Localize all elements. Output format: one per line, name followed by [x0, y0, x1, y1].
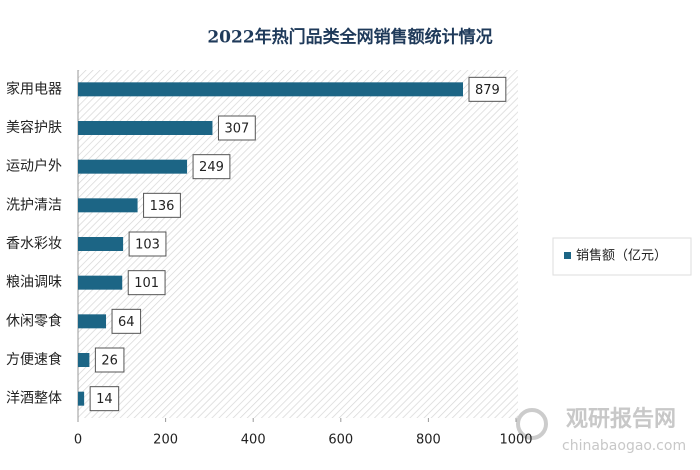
bar — [78, 353, 90, 367]
value-label-box — [128, 231, 167, 257]
value-label: 103 — [135, 238, 160, 253]
y-tick-label: 家用电器 — [6, 80, 62, 97]
y-tick-label: 方便速食 — [6, 351, 62, 368]
bar — [78, 121, 213, 135]
value-label: 101 — [134, 276, 159, 291]
value-label-box — [217, 115, 256, 141]
value-label-box — [89, 386, 120, 412]
value-label-box — [468, 76, 507, 102]
y-tick-label: 运动户外 — [6, 158, 62, 175]
legend-swatch — [564, 252, 571, 259]
value-label: 249 — [199, 160, 224, 175]
x-tick-label: 1000 — [499, 433, 532, 448]
x-tick-label: 400 — [241, 433, 266, 448]
x-tick-label: 800 — [416, 433, 441, 448]
watermark-logo — [516, 408, 548, 440]
y-tick-label: 洋酒整体 — [6, 391, 62, 407]
bar — [78, 275, 123, 290]
value-label: 879 — [475, 83, 500, 98]
x-tick-label: 0 — [74, 433, 82, 448]
y-tick-label: 美容护肤 — [6, 119, 62, 136]
legend-label: 销售额（亿元） — [576, 248, 667, 264]
bar — [78, 391, 85, 406]
value-label: 26 — [101, 354, 118, 369]
value-label-box — [192, 154, 231, 180]
y-tick-label: 休闲零食 — [6, 312, 62, 329]
value-label-box — [127, 270, 166, 296]
bar — [78, 198, 138, 213]
value-label: 307 — [224, 122, 249, 137]
bar — [78, 82, 464, 97]
value-label: 64 — [118, 315, 135, 330]
x-tick-label: 600 — [328, 433, 353, 448]
bar — [78, 237, 124, 251]
y-tick-label: 洗护清洁 — [6, 197, 62, 213]
legend-box — [552, 237, 692, 276]
x-tick-label: 200 — [153, 433, 178, 448]
value-label: 14 — [96, 392, 113, 407]
watermark-title: 观研报告网 — [566, 407, 676, 432]
y-tick-label: 香水彩妆 — [6, 236, 62, 252]
bar — [78, 159, 188, 174]
watermark-url: chinabaogao.com — [562, 438, 686, 454]
value-label-box — [111, 308, 142, 334]
value-label-box — [143, 192, 181, 218]
y-tick-label: 粮油调味 — [6, 275, 62, 291]
chart-title: 2022年热门品类全网销售额统计情况 — [207, 27, 492, 48]
value-label: 136 — [150, 199, 175, 214]
bar — [78, 314, 107, 329]
value-label-box — [94, 347, 125, 373]
